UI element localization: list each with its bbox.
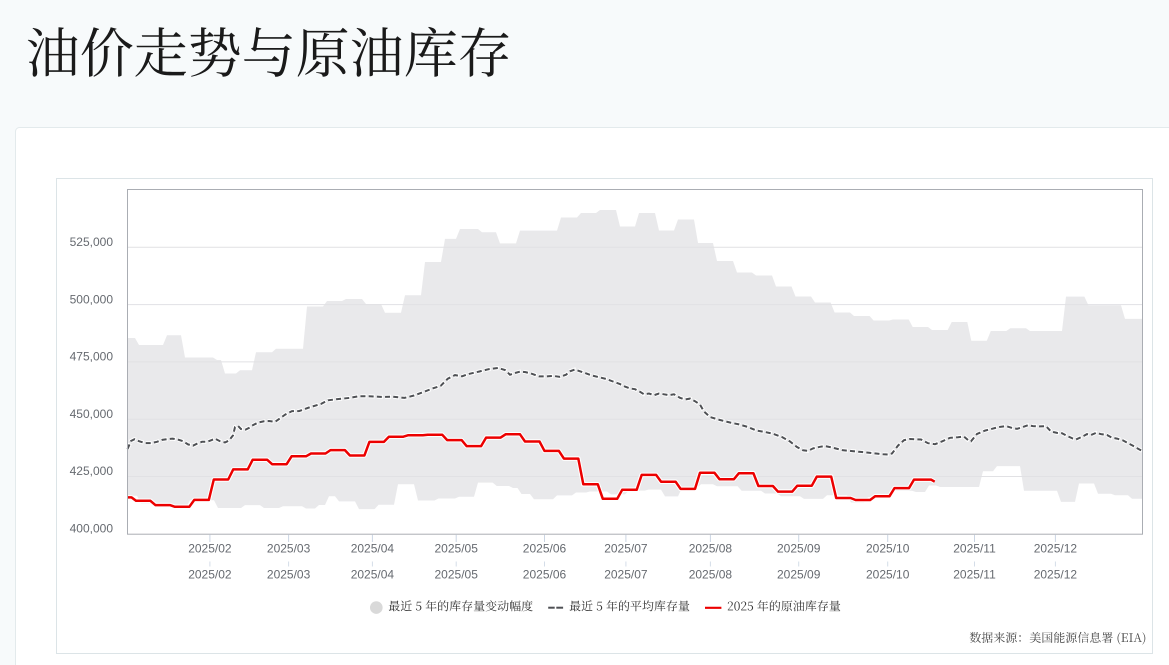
svg-text:2025/08: 2025/08 bbox=[689, 568, 733, 582]
svg-text:2025/07: 2025/07 bbox=[604, 542, 648, 556]
svg-text:2025/08: 2025/08 bbox=[689, 542, 733, 556]
svg-text:2025/05: 2025/05 bbox=[435, 568, 479, 582]
svg-text:2025/12: 2025/12 bbox=[1034, 568, 1078, 582]
svg-text:450,000: 450,000 bbox=[70, 407, 114, 421]
svg-text:500,000: 500,000 bbox=[70, 292, 114, 306]
svg-text:475,000: 475,000 bbox=[70, 350, 114, 364]
svg-text:2025/04: 2025/04 bbox=[351, 568, 395, 582]
svg-text:2025/03: 2025/03 bbox=[267, 542, 311, 556]
svg-text:2025/05: 2025/05 bbox=[435, 542, 479, 556]
svg-text:2025/07: 2025/07 bbox=[604, 568, 648, 582]
svg-text:2025/11: 2025/11 bbox=[953, 568, 996, 582]
svg-text:2025/10: 2025/10 bbox=[866, 542, 910, 556]
svg-text:2025/02: 2025/02 bbox=[188, 568, 232, 582]
svg-text:2025/06: 2025/06 bbox=[523, 568, 567, 582]
svg-text:2025/09: 2025/09 bbox=[777, 542, 821, 556]
svg-text:2025/09: 2025/09 bbox=[777, 568, 821, 582]
svg-text:400,000: 400,000 bbox=[70, 521, 114, 535]
svg-text:2025/11: 2025/11 bbox=[953, 542, 996, 556]
svg-text:2025/04: 2025/04 bbox=[351, 542, 395, 556]
svg-text:2025/02: 2025/02 bbox=[188, 542, 232, 556]
svg-text:425,000: 425,000 bbox=[70, 464, 114, 478]
svg-text:2025/10: 2025/10 bbox=[866, 568, 910, 582]
svg-text:2025/03: 2025/03 bbox=[267, 568, 311, 582]
svg-text:2025/12: 2025/12 bbox=[1034, 542, 1078, 556]
svg-text:2025/06: 2025/06 bbox=[523, 542, 567, 556]
svg-text:525,000: 525,000 bbox=[70, 235, 114, 249]
